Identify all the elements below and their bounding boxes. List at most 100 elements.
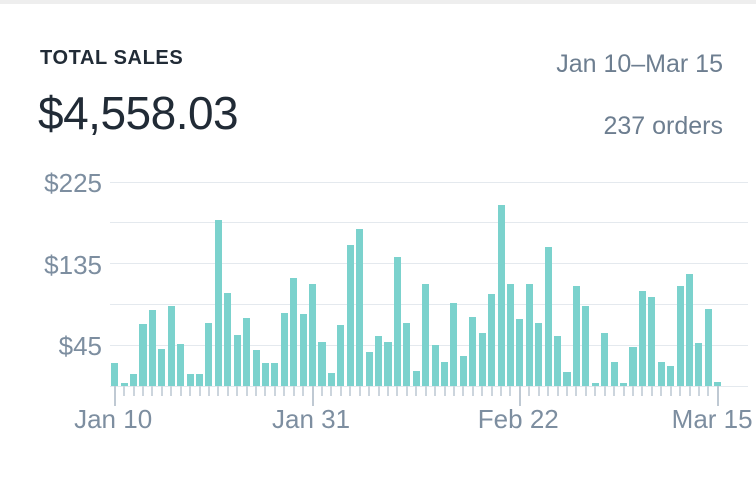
bar[interactable]: [111, 363, 119, 386]
bar[interactable]: [704, 308, 712, 386]
axis-tick: [321, 386, 324, 396]
axis-tick: [151, 386, 154, 396]
axis-tick: [622, 386, 625, 396]
bar[interactable]: [337, 325, 345, 386]
bar[interactable]: [384, 342, 392, 386]
bar[interactable]: [422, 283, 430, 386]
axis-tick: [396, 386, 399, 396]
bar[interactable]: [478, 332, 486, 386]
bar[interactable]: [177, 344, 185, 386]
orders-count: 237 orders: [603, 112, 723, 140]
bar[interactable]: [261, 363, 270, 386]
bar[interactable]: [676, 286, 684, 386]
axis-tick: [424, 386, 427, 396]
bar[interactable]: [252, 349, 260, 386]
bar[interactable]: [620, 383, 628, 386]
bar[interactable]: [214, 220, 222, 386]
bar[interactable]: [572, 286, 580, 386]
bar[interactable]: [535, 323, 543, 386]
bar[interactable]: [403, 322, 411, 386]
bar[interactable]: [365, 352, 373, 386]
bar[interactable]: [167, 306, 175, 386]
bar[interactable]: [233, 335, 241, 386]
bar[interactable]: [148, 309, 156, 386]
bar[interactable]: [318, 341, 326, 386]
bar[interactable]: [346, 245, 354, 386]
axis-tick: [443, 386, 446, 396]
bar[interactable]: [393, 257, 401, 386]
bar[interactable]: [685, 273, 694, 386]
axis-tick: [132, 386, 135, 396]
bar[interactable]: [459, 356, 467, 386]
bar[interactable]: [657, 361, 665, 386]
bar[interactable]: [440, 361, 449, 386]
bar[interactable]: [375, 336, 383, 386]
axis-tick: [160, 386, 163, 396]
axis-tick: [170, 386, 173, 396]
bar[interactable]: [497, 204, 505, 386]
bar[interactable]: [309, 283, 317, 386]
axis-tick: [292, 386, 295, 396]
bar[interactable]: [205, 322, 213, 386]
axis-tick-major: [311, 386, 314, 406]
bar[interactable]: [516, 318, 524, 386]
bar[interactable]: [243, 318, 251, 386]
gridline: [110, 222, 748, 224]
bar[interactable]: [130, 374, 138, 386]
axis-tick: [481, 386, 484, 396]
axis-tick: [566, 386, 569, 396]
bar[interactable]: [629, 347, 637, 386]
bar[interactable]: [695, 343, 703, 386]
axis-tick: [669, 386, 672, 396]
bar[interactable]: [224, 292, 232, 386]
bar[interactable]: [563, 372, 571, 386]
axis-tick-major: [518, 386, 521, 406]
bar[interactable]: [488, 294, 496, 386]
bar[interactable]: [554, 336, 562, 386]
bar[interactable]: [469, 317, 477, 386]
bar[interactable]: [431, 345, 439, 386]
axis-tick: [349, 386, 352, 396]
bar[interactable]: [356, 229, 364, 386]
bar[interactable]: [591, 383, 599, 386]
bar[interactable]: [450, 302, 458, 386]
bar[interactable]: [601, 333, 609, 386]
axis-tick: [584, 386, 587, 396]
axis-tick: [141, 386, 144, 396]
axis-tick: [575, 386, 578, 396]
axis-tick: [631, 386, 634, 396]
bar[interactable]: [299, 314, 307, 386]
axis-tick: [245, 386, 248, 396]
axis-tick: [330, 386, 333, 396]
bar[interactable]: [544, 247, 552, 386]
bar[interactable]: [582, 306, 590, 386]
axis-tick: [594, 386, 597, 396]
bar[interactable]: [158, 348, 166, 386]
axis-tick: [377, 386, 380, 396]
bar[interactable]: [648, 297, 656, 386]
bar[interactable]: [120, 383, 128, 386]
bar[interactable]: [610, 361, 618, 386]
bar[interactable]: [271, 363, 279, 386]
bar[interactable]: [186, 374, 194, 386]
bar[interactable]: [290, 278, 298, 386]
bar[interactable]: [714, 382, 722, 386]
axis-tick-major: [716, 386, 719, 406]
axis-tick: [198, 386, 201, 396]
axis-tick: [490, 386, 493, 396]
axis-tick: [255, 386, 258, 396]
axis-tick: [462, 386, 465, 396]
x-axis-label: Jan 10: [74, 404, 153, 434]
bar[interactable]: [525, 283, 533, 386]
bar[interactable]: [139, 324, 147, 386]
bar[interactable]: [667, 366, 675, 386]
axis-tick-major: [113, 386, 116, 406]
axis-tick: [613, 386, 616, 396]
bar[interactable]: [327, 373, 335, 386]
bar[interactable]: [280, 312, 288, 386]
bar[interactable]: [412, 371, 420, 386]
axis-tick: [650, 386, 653, 396]
bar[interactable]: [506, 284, 515, 386]
bar[interactable]: [638, 290, 646, 386]
bar[interactable]: [195, 374, 204, 386]
